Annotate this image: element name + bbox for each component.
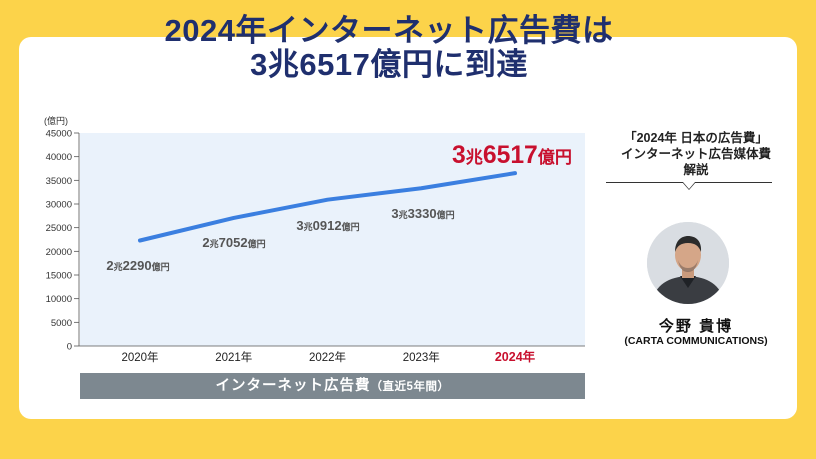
data-label-part: 2	[106, 258, 113, 273]
data-label-part: 兆	[304, 221, 313, 232]
data-label: 2兆7052億円	[202, 235, 265, 250]
chart-caption: インターネット広告費	[215, 378, 371, 394]
commentator-name: 今野 貴博	[658, 318, 734, 335]
data-label: 3兆0912億円	[296, 218, 359, 233]
commentator-avatar	[647, 222, 729, 304]
chart-caption-bar: インターネット広告費（直近5年間）	[80, 373, 585, 399]
commentator-affiliation: (CARTA COMMUNICATIONS)	[624, 335, 768, 347]
data-label-part: 兆	[210, 238, 219, 249]
y-tick-label: 25000	[46, 223, 72, 234]
y-tick-label: 45000	[46, 129, 72, 140]
data-label-part: 億円	[248, 238, 266, 249]
data-label-part: 2	[202, 235, 209, 250]
data-label-part: 億円	[437, 209, 455, 220]
data-label-part: 6517	[483, 142, 538, 169]
series-line	[138, 171, 517, 243]
pointer-arrow-inner	[683, 182, 695, 189]
x-tick-label: 2021年	[215, 350, 252, 364]
line-chart: (億円) 0 5000 10000 15000 20000 25000 30000 35000 4…	[44, 115, 585, 364]
y-tick-label: 15000	[46, 271, 72, 282]
headline-line-1: 2024年インターネット広告費は	[164, 13, 614, 48]
x-tick-label: 2023年	[403, 350, 440, 364]
y-tick-label: 30000	[46, 200, 72, 211]
data-label-part: 3	[391, 206, 398, 221]
x-tick-label: 2022年	[309, 350, 346, 364]
x-tick-label: 2024年	[495, 349, 536, 364]
y-tick-label: 0	[67, 342, 72, 353]
y-axis-unit: (億円)	[44, 115, 68, 126]
commentary-heading: 「2024年 日本の広告費」 インターネット広告媒体費 解説	[604, 130, 788, 178]
data-label-part: 億円	[538, 147, 572, 167]
data-label-part: 7052	[219, 235, 248, 250]
person-portrait-icon	[647, 222, 729, 304]
data-label: 2兆2290億円	[106, 258, 169, 273]
y-tick-label: 20000	[46, 247, 72, 258]
y-tick-label: 40000	[46, 152, 72, 163]
x-tick-label: 2020年	[121, 350, 158, 364]
data-label: 3兆6517億円	[452, 142, 572, 169]
commentary-heading-line-2: インターネット広告媒体費	[620, 147, 771, 161]
y-tick-label: 5000	[51, 318, 72, 329]
data-label-part: 兆	[399, 209, 408, 220]
data-label-part: 3	[452, 142, 466, 169]
data-label-part: 億円	[152, 261, 170, 272]
y-tick-label: 10000	[46, 294, 72, 305]
headline-line-2: 3兆6517億円に到達	[250, 47, 528, 82]
headline: 2024年インターネット広告費は 3兆6517億円に到達	[89, 14, 689, 82]
data-label-part: 3330	[408, 206, 437, 221]
data-label-part: 億円	[342, 221, 360, 232]
commentary-heading-line-1: 「2024年 日本の広告費」	[624, 131, 768, 145]
data-label: 3兆3330億円	[391, 206, 454, 221]
data-label-part: 兆	[114, 261, 123, 272]
data-label-part: 0912	[313, 218, 342, 233]
plot-area	[80, 133, 585, 346]
commentary-heading-line-3: 解説	[683, 163, 709, 177]
data-label-part: 2290	[123, 258, 152, 273]
y-tick-label: 35000	[46, 176, 72, 187]
data-label-part: 兆	[466, 148, 483, 167]
data-label-part: 3	[296, 218, 303, 233]
chart-caption-period: （直近5年間）	[370, 381, 450, 393]
